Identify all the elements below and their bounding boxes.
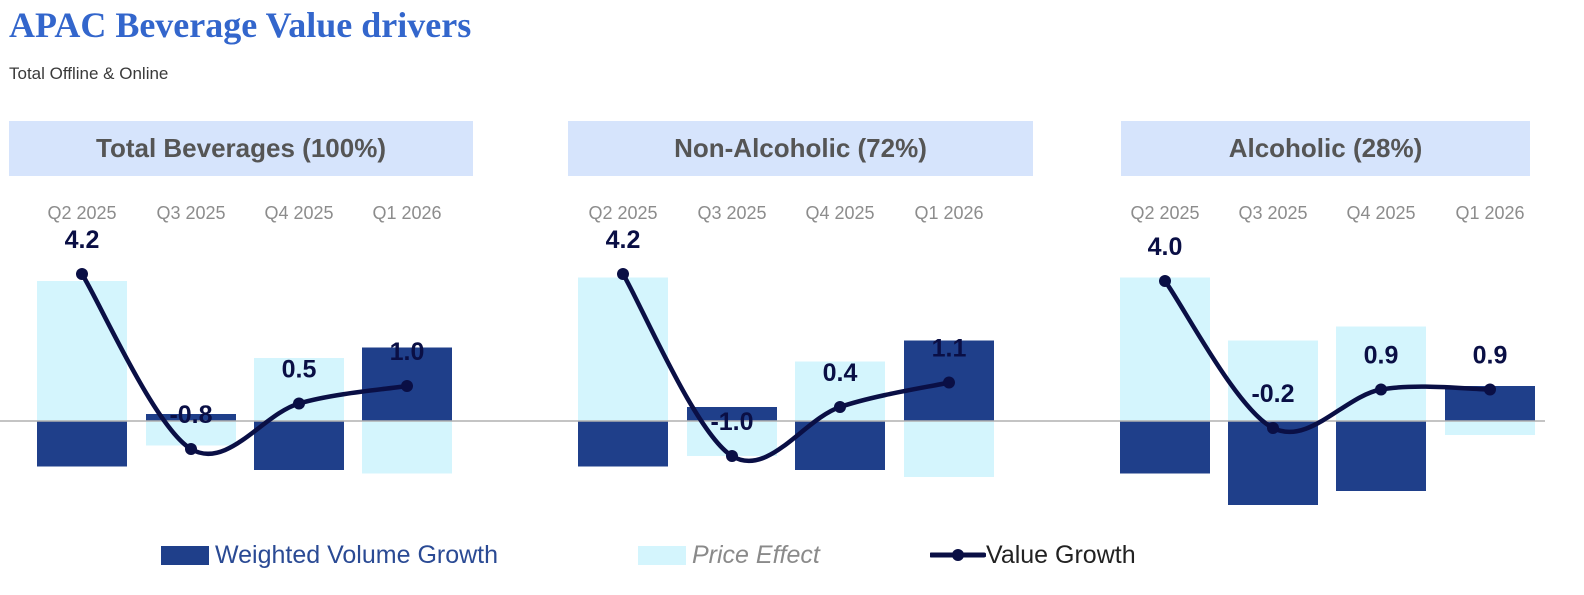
panel-header-alcoholic: Alcoholic (28%) [1121, 121, 1530, 176]
page-title: APAC Beverage Value drivers [9, 5, 472, 45]
tick-label-alc-3: Q1 2026 [1455, 203, 1524, 223]
legend-swatch-volume [161, 545, 209, 565]
bar-price-total-1 [146, 421, 236, 446]
value-point-total-1 [185, 443, 197, 455]
bar-volume-nonalc-0 [578, 421, 668, 467]
tick-label-nonalc-1: Q3 2025 [697, 203, 766, 223]
data-label-alc-1: -0.2 [1251, 380, 1294, 408]
bar-price-nonalc-0 [578, 277, 668, 421]
value-point-alc-2 [1375, 383, 1387, 396]
bar-price-nonalc-3 [904, 421, 994, 477]
value-point-total-0 [76, 268, 88, 280]
tick-label-total-1: Q3 2025 [156, 203, 225, 223]
bar-volume-alc-0 [1120, 421, 1210, 474]
bar-price-total-2 [254, 358, 344, 421]
panel-header-total: Total Beverages (100%) [9, 121, 473, 176]
tick-label-nonalc-2: Q4 2025 [805, 203, 874, 223]
legend-label-value: Value Growth [986, 540, 1136, 569]
legend-item-volume: Weighted Volume Growth [161, 538, 498, 572]
bar-price-alc-2 [1336, 326, 1426, 421]
value-point-nonalc-1 [726, 450, 738, 462]
bar-price-total-0 [37, 281, 127, 421]
tick-label-total-3: Q1 2026 [372, 203, 441, 223]
value-point-alc-0 [1159, 275, 1171, 287]
bar-price-alc-3 [1445, 421, 1535, 435]
value-line-nonalc [620, 271, 952, 464]
value-point-nonalc-2 [834, 401, 846, 413]
legend-label-price: Price Effect [692, 540, 820, 569]
value-line-total [79, 271, 410, 457]
bar-volume-total-0 [37, 421, 127, 467]
value-point-alc-3 [1484, 383, 1496, 396]
data-label-nonalc-3: 1.1 [932, 335, 967, 363]
data-label-nonalc-1: -1.0 [710, 408, 753, 436]
tick-label-nonalc-0: Q2 2025 [588, 203, 657, 223]
data-label-total-0: 4.2 [65, 226, 100, 254]
data-label-alc-0: 4.0 [1148, 233, 1183, 261]
bar-volume-alc-2 [1336, 421, 1426, 491]
page-subtitle: Total Offline & Online [9, 64, 169, 83]
bar-price-alc-1 [1228, 340, 1318, 421]
value-point-total-3 [401, 380, 413, 392]
data-label-total-2: 0.5 [282, 356, 317, 384]
value-point-total-2 [293, 397, 305, 410]
tick-label-alc-1: Q3 2025 [1238, 203, 1307, 223]
legend-label-volume: Weighted Volume Growth [215, 540, 499, 569]
legend-item-price: Price Effect [638, 538, 820, 572]
tick-label-total-0: Q2 2025 [47, 203, 116, 223]
tick-label-total-2: Q4 2025 [264, 203, 333, 223]
tick-label-alc-0: Q2 2025 [1130, 203, 1199, 223]
data-label-alc-3: 0.9 [1473, 342, 1508, 370]
data-label-total-1: -0.8 [169, 401, 212, 429]
legend-item-value: Value Growth [930, 538, 1136, 572]
bar-price-total-3 [362, 421, 452, 474]
bar-volume-alc-1 [1228, 421, 1318, 505]
tick-label-nonalc-3: Q1 2026 [914, 203, 983, 223]
legend-swatch-price [638, 545, 686, 565]
panel-header-non-alcoholic: Non-Alcoholic (72%) [568, 121, 1033, 176]
value-line-alc [1162, 278, 1493, 435]
bar-volume-total-1 [146, 414, 236, 421]
value-point-nonalc-0 [617, 268, 629, 280]
tick-label-alc-2: Q4 2025 [1346, 203, 1415, 223]
bar-volume-nonalc-1 [687, 407, 777, 421]
bar-volume-nonalc-2 [795, 421, 885, 470]
legend-swatch-value [930, 549, 986, 561]
data-label-nonalc-0: 4.2 [606, 226, 641, 254]
bar-price-alc-0 [1120, 277, 1210, 421]
data-label-total-3: 1.0 [390, 338, 425, 366]
data-label-alc-2: 0.9 [1364, 342, 1399, 370]
data-label-nonalc-2: 0.4 [823, 359, 858, 387]
bar-volume-total-2 [254, 421, 344, 470]
value-point-nonalc-3 [943, 376, 955, 389]
value-point-alc-1 [1267, 422, 1279, 434]
